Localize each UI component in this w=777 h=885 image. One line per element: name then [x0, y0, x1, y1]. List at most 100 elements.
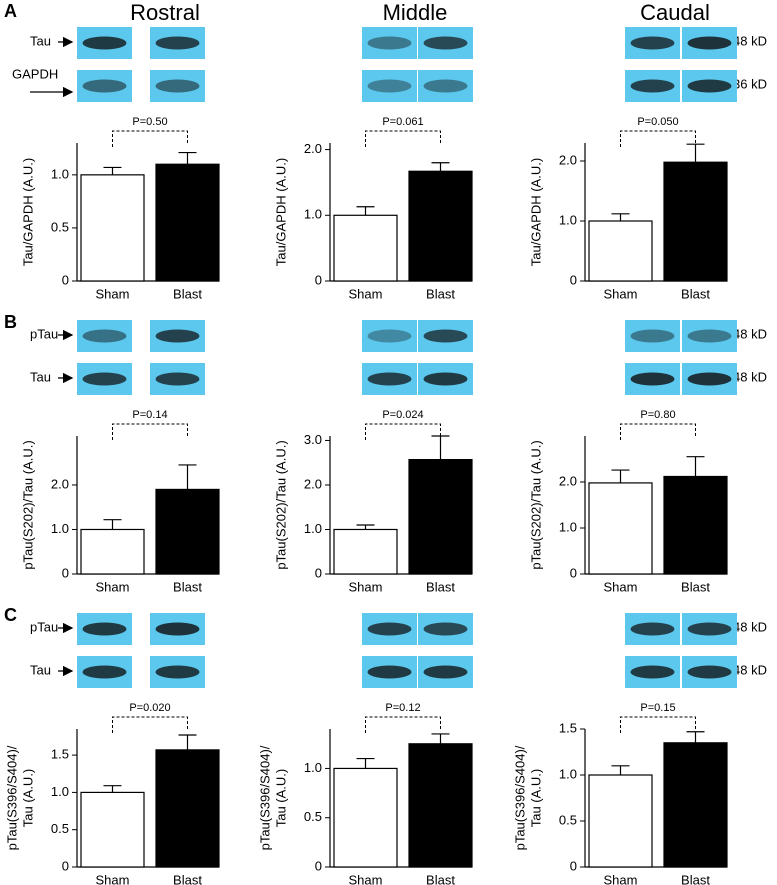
bar: [80, 528, 145, 575]
blot-band: [423, 329, 468, 343]
blot-band: [687, 665, 732, 679]
significance-bracket: [365, 130, 441, 147]
y-tick-label: 2.0: [559, 473, 577, 488]
y-tick-label: 3.0: [304, 432, 322, 447]
y-axis-label: pTau(S202)/Tau (A.U.): [273, 440, 288, 569]
y-axis-label: pTau(S202)/Tau (A.U.): [528, 440, 543, 569]
bar: [155, 488, 220, 575]
blot-band: [82, 79, 127, 93]
significance-bracket: [112, 423, 188, 440]
bar: [588, 482, 653, 575]
bar: [408, 170, 473, 282]
y-axis-label: Tau (A.U.): [20, 769, 35, 828]
blot-band: [82, 622, 127, 636]
y-axis-label: Tau/GAPDH (A.U.): [528, 158, 543, 266]
error-bar: [178, 151, 197, 165]
significance-bracket: [112, 716, 188, 733]
bar: [333, 528, 398, 575]
blot-band: [630, 665, 675, 679]
bar: [408, 743, 473, 868]
blot-band: [82, 329, 127, 343]
y-tick-label: 1.0: [559, 519, 577, 534]
blot-band: [155, 622, 200, 636]
error-bar: [611, 213, 630, 221]
y-axis-label: pTau(S396/S404)/: [4, 745, 19, 850]
y-tick-label: 1.0: [304, 207, 322, 222]
p-value: P=0.050: [637, 116, 678, 128]
blot-band: [367, 79, 412, 93]
error-bar: [611, 765, 630, 775]
error-bar: [686, 456, 705, 477]
y-tick-label: 0: [315, 272, 322, 287]
error-bar: [431, 733, 450, 744]
x-tick-label: Sham: [604, 872, 638, 885]
panel-letter: C: [4, 605, 17, 625]
y-tick-label: 0: [62, 272, 69, 287]
blot-band: [630, 372, 675, 386]
y-tick-label: 1.0: [304, 521, 322, 536]
y-tick-label: 0.5: [51, 821, 69, 836]
error-bar: [356, 757, 375, 769]
error-bar: [686, 143, 705, 163]
x-tick-label: Sham: [349, 579, 383, 594]
y-tick-label: 0: [570, 858, 577, 873]
significance-bracket: [620, 130, 696, 147]
error-bar: [178, 734, 197, 750]
panel-letter: B: [4, 312, 17, 332]
bar: [333, 214, 398, 282]
y-tick-label: 1.0: [51, 166, 69, 181]
y-axis-label: pTau(S396/S404)/: [512, 745, 527, 850]
error-bar: [356, 524, 375, 530]
x-tick-label: Blast: [173, 579, 202, 594]
size-label: 36 kD: [733, 76, 767, 91]
y-tick-label: 1.0: [559, 766, 577, 781]
y-tick-label: 0: [62, 565, 69, 580]
blot-band: [630, 329, 675, 343]
x-tick-label: Blast: [173, 872, 202, 885]
x-tick-label: Sham: [96, 579, 130, 594]
bar: [155, 749, 220, 868]
bar: [663, 742, 728, 868]
blot-band: [423, 36, 468, 50]
blot-band: [367, 622, 412, 636]
error-bar: [431, 435, 450, 460]
bar: [155, 163, 220, 282]
x-tick-label: Sham: [604, 579, 638, 594]
y-tick-label: 0: [570, 272, 577, 287]
p-value: P=0.061: [382, 116, 423, 128]
panel-letter: A: [4, 1, 17, 21]
blot-band: [423, 79, 468, 93]
blot-label: Tau: [30, 33, 51, 48]
blot-band: [630, 36, 675, 50]
blot-band: [82, 36, 127, 50]
y-tick-label: 1.0: [51, 521, 69, 536]
y-tick-label: 1.0: [51, 784, 69, 799]
blot-band: [155, 665, 200, 679]
significance-bracket: [620, 423, 696, 440]
y-tick-label: 0: [315, 565, 322, 580]
significance-bracket: [112, 130, 188, 147]
y-tick-label: 0: [315, 858, 322, 873]
y-tick-label: 0.5: [559, 812, 577, 827]
blot-band: [155, 372, 200, 386]
x-tick-label: Blast: [426, 872, 455, 885]
bar: [663, 475, 728, 575]
blot-band: [687, 36, 732, 50]
size-label: 48 kD: [733, 33, 767, 48]
blot-band: [82, 372, 127, 386]
error-bar: [686, 731, 705, 743]
y-axis-label: Tau/GAPDH (A.U.): [273, 158, 288, 266]
blot: [362, 320, 417, 352]
y-tick-label: 2.0: [559, 152, 577, 167]
bar: [333, 767, 398, 868]
bar: [663, 161, 728, 282]
error-bar: [431, 162, 450, 172]
blot-band: [423, 622, 468, 636]
p-value: P=0.15: [640, 702, 675, 714]
y-axis-label: pTau(S396/S404)/: [257, 745, 272, 850]
blot-band: [687, 79, 732, 93]
significance-bracket: [365, 716, 441, 733]
blot-band: [423, 665, 468, 679]
p-value: P=0.020: [129, 702, 170, 714]
